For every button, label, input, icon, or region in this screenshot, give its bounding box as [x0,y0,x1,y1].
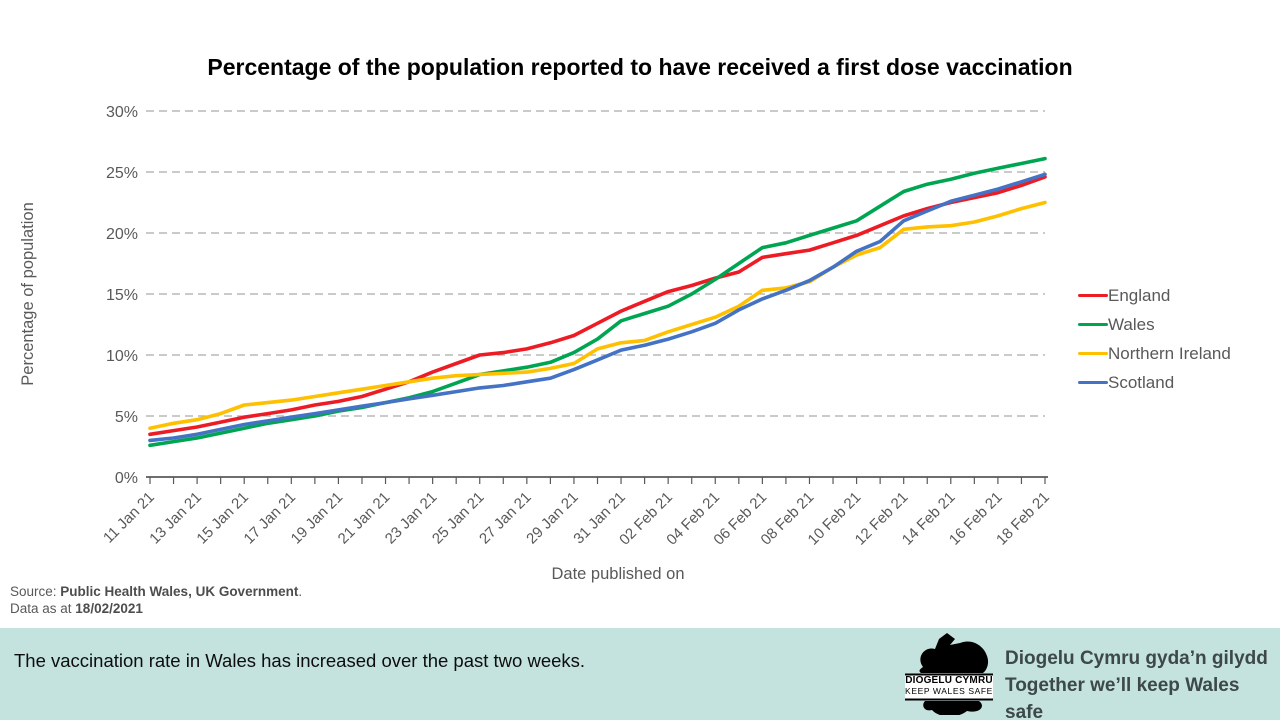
logo-line-english: KEEP WALES SAFE [905,686,993,696]
legend-swatch [1078,293,1108,298]
gridlines [146,110,1045,417]
series-lines [148,156,1047,448]
keep-wales-safe-logo: DIOGELU CYMRU KEEP WALES SAFE [903,631,995,715]
y-tick-label: 5% [115,409,138,426]
legend-label: Scotland [1108,373,1175,392]
legend-label: Wales [1108,315,1155,334]
x-axis-title: Date published on [551,565,684,583]
y-tick-label: 10% [106,348,138,365]
legend-label: Northern Ireland [1108,344,1231,363]
legend-item-wales: Wales [1078,310,1231,339]
legend: England Wales Northern Ireland Scotland [1078,281,1231,397]
source-line-2: Data as at 18/02/2021 [10,601,143,616]
legend-swatch [1078,380,1108,385]
source-line-1: Source: Public Health Wales, UK Governme… [10,584,303,599]
legend-swatch [1078,351,1108,356]
series-line-northern-ireland [148,200,1047,431]
footer-message: The vaccination rate in Wales has increa… [14,650,586,671]
series-line-wales [148,156,1047,448]
tagline-english: Together we’ll keep Wales safe [1005,675,1240,720]
y-axis-title: Percentage of population [19,202,37,385]
tagline-welsh: Diogelu Cymru gyda’n gilydd [1005,648,1268,669]
legend-label: England [1108,286,1171,305]
series-line-england [148,175,1047,437]
series-line-scotland [148,172,1047,443]
wales-map-silhouette [905,633,993,715]
y-tick-label: 25% [106,165,138,182]
logo-line-welsh: DIOGELU CYMRU [905,675,993,686]
y-tick-label: 0% [115,470,138,487]
legend-item-england: England [1078,281,1231,310]
y-tick-label: 15% [106,287,138,304]
footer-banner: The vaccination rate in Wales has increa… [0,628,1280,720]
y-tick-label: 20% [106,226,138,243]
legend-item-northern-ireland: Northern Ireland [1078,339,1231,368]
legend-swatch [1078,322,1108,327]
source-note: Source: Public Health Wales, UK Governme… [10,583,302,617]
logo-text: DIOGELU CYMRU KEEP WALES SAFE [905,673,993,696]
y-axis-tick-labels: 0% 5% 10% 15% 20% 25% 30% [106,104,138,487]
legend-item-scotland: Scotland [1078,368,1231,397]
y-tick-label: 30% [106,104,138,121]
chart-title: Percentage of the population reported to… [207,54,1073,80]
footer-tagline: Diogelu Cymru gyda’n gilydd Together we’… [1005,645,1280,720]
